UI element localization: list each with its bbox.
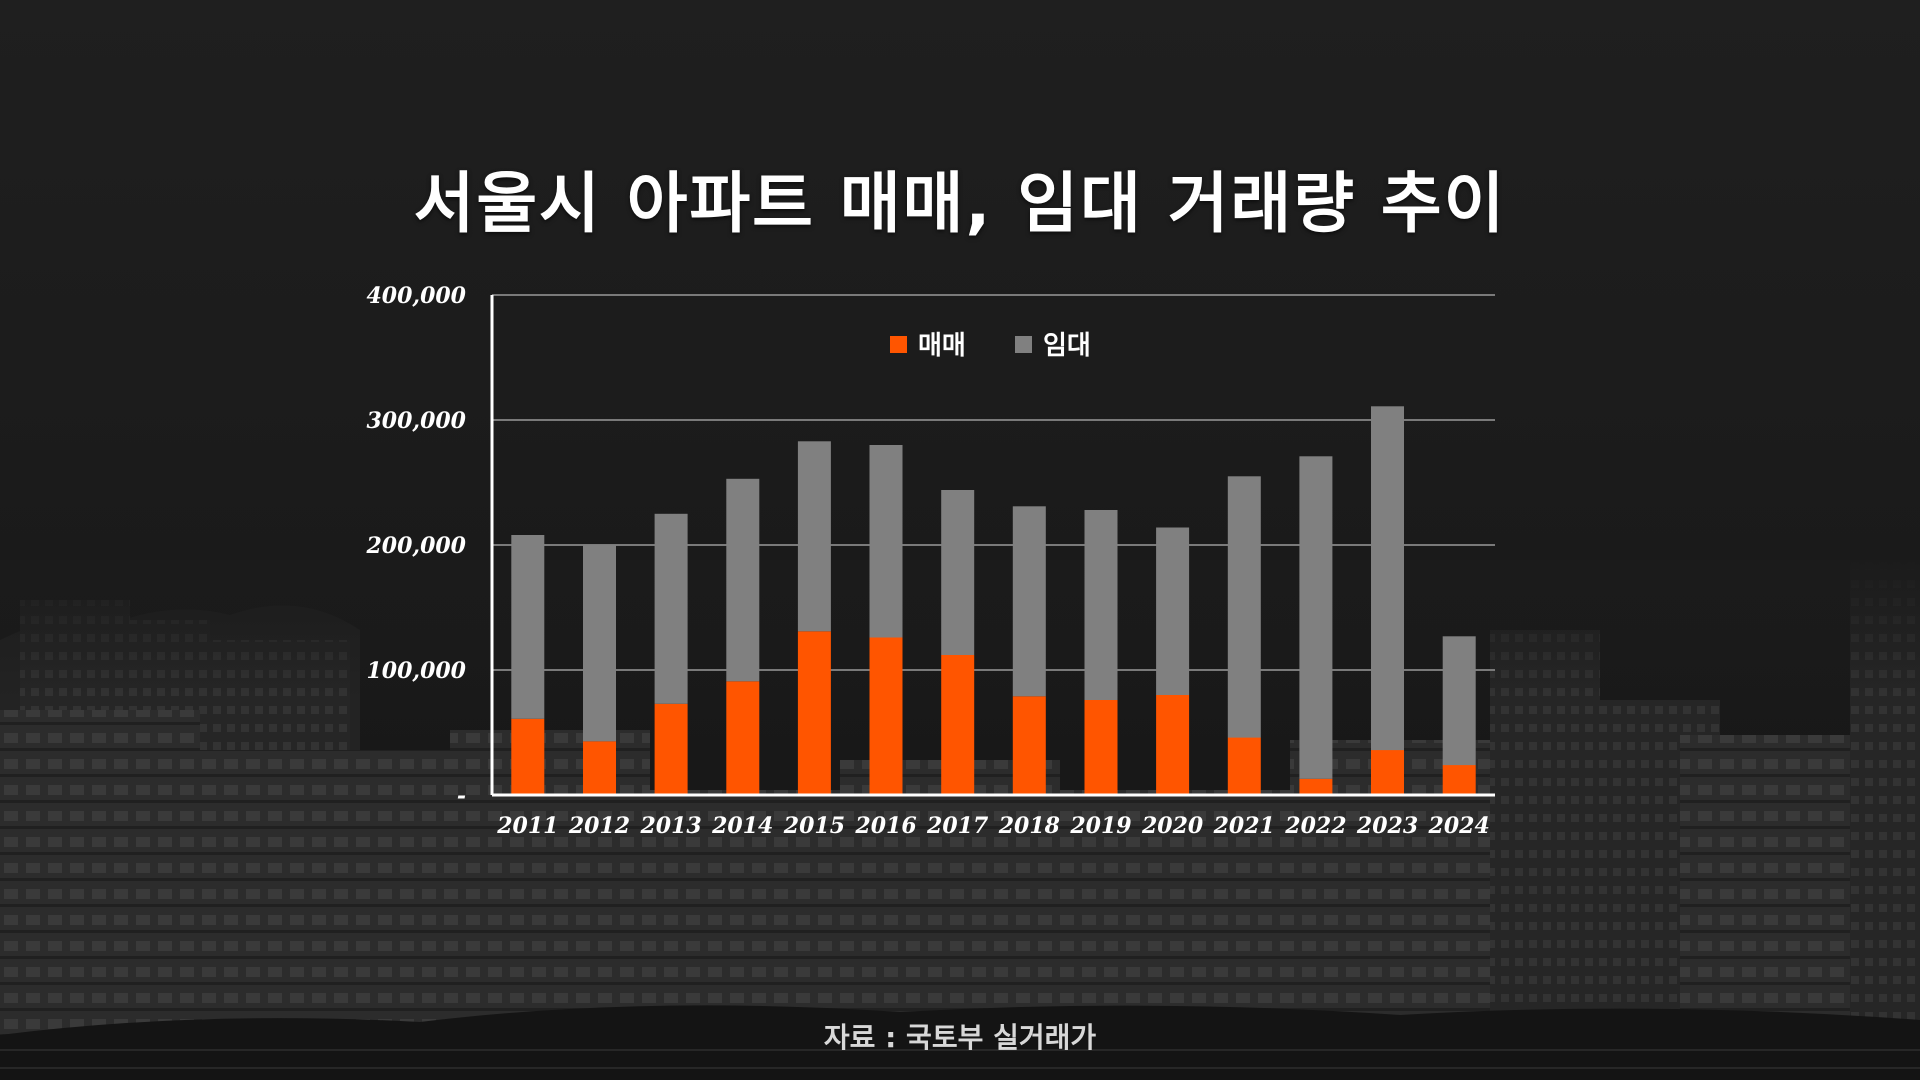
bar-sale-2022 [1299, 778, 1333, 796]
bar-sale-2013 [654, 703, 688, 796]
x-tick-label-2012: 2012 [568, 813, 630, 839]
bar-rent-2013 [654, 513, 688, 704]
bar-rent-2018 [1012, 506, 1046, 697]
x-tick-label-2020: 2020 [1141, 813, 1204, 839]
x-tick-label-2016: 2016 [854, 813, 916, 839]
bars [511, 406, 1476, 796]
x-tick-label-2018: 2018 [998, 813, 1060, 839]
legend: 매매 임대 [890, 331, 1091, 361]
bar-sale-2024 [1442, 765, 1476, 795]
chart-title: 서울시 아파트 매매, 임대 거래량 추이 [413, 165, 1507, 242]
x-tick-label-2022: 2022 [1284, 813, 1346, 839]
bar-sale-2016 [869, 637, 903, 795]
bar-rent-2019 [1084, 510, 1118, 700]
x-tick-label-2019: 2019 [1069, 813, 1131, 839]
bar-rent-2014 [726, 478, 760, 682]
bar-sale-2019 [1084, 700, 1118, 795]
x-tick-label-2015: 2015 [783, 813, 845, 839]
bar-rent-2022 [1299, 456, 1333, 779]
bar-rent-2023 [1371, 406, 1404, 751]
y-tick-label-0: - [457, 783, 466, 809]
bar-rent-2020 [1156, 527, 1190, 695]
bar-sale-2021 [1227, 737, 1261, 795]
y-tick-label-100000: 100,000 [366, 658, 466, 684]
bar-sale-2020 [1156, 695, 1190, 795]
bar-rent-2024 [1442, 636, 1476, 766]
legend-swatch-sale [890, 336, 907, 353]
axes [490, 295, 1495, 797]
x-tick-label-2011: 2011 [496, 813, 558, 839]
bar-sale-2012 [583, 741, 616, 796]
bar-rent-2017 [941, 490, 975, 655]
x-tick-label-2023: 2023 [1356, 813, 1418, 839]
y-tick-label-300000: 300,000 [366, 408, 466, 434]
x-tick-label-2013: 2013 [639, 813, 701, 839]
bar-sale-2018 [1012, 696, 1046, 796]
bar-sale-2017 [941, 655, 975, 795]
x-tick-label-2014: 2014 [711, 813, 773, 839]
x-tick-label-2017: 2017 [926, 813, 989, 839]
bar-rent-2016 [869, 445, 903, 638]
legend-swatch-rent [1015, 336, 1032, 353]
bar-sale-2014 [726, 681, 760, 796]
y-tick-label-200000: 200,000 [365, 533, 466, 559]
legend-label-rent: 임대 [1043, 331, 1091, 361]
x-tick-label-2024: 2024 [1428, 813, 1490, 839]
bar-rent-2015 [797, 441, 831, 632]
grid-lines [492, 294, 1495, 671]
source-note: 자료 : 국토부 실거래가 [823, 1021, 1097, 1054]
y-axis-tick-labels: - 100,000 200,000 300,000 400,000 [365, 283, 466, 809]
bar-rent-2012 [583, 545, 616, 742]
bar-sale-2015 [797, 631, 831, 796]
bar-sale-2023 [1371, 750, 1404, 795]
bar-rent-2011 [511, 535, 545, 719]
bar-sale-2011 [511, 718, 545, 796]
legend-label-sale: 매매 [918, 331, 966, 361]
x-axis-tick-labels: 2011 2012 2013 2014 2015 2016 2017 2018 2019 2020… [496, 813, 1490, 839]
x-tick-label-2021: 2021 [1213, 813, 1275, 839]
bar-rent-2021 [1227, 476, 1261, 738]
y-tick-label-400000: 400,000 [366, 283, 466, 309]
